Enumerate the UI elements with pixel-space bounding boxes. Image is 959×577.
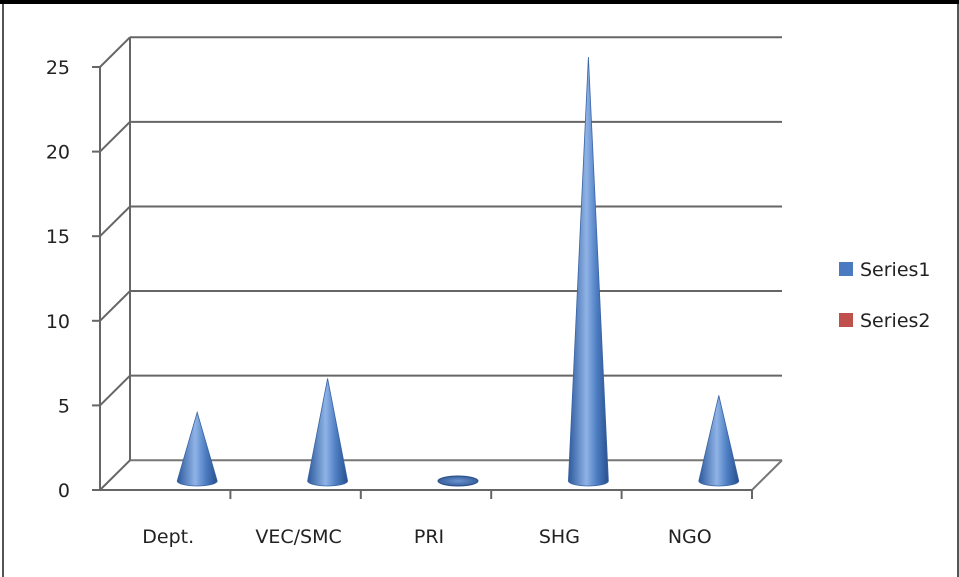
y-tick-label: 10 [46, 311, 70, 333]
x-tick-label: SHG [539, 526, 580, 548]
gridlines [99, 36, 783, 491]
y-tick-label: 15 [46, 226, 70, 248]
x-tick-label: NGO [668, 526, 712, 548]
legend: Series1 Series2 [839, 259, 931, 332]
gridline-depth [99, 121, 131, 153]
y-tick-label: 5 [58, 395, 70, 417]
legend-label: Series1 [860, 259, 931, 281]
cone-dept- [176, 410, 218, 487]
gridline-depth [99, 205, 131, 237]
x-tick-label: VEC/SMC [255, 526, 341, 548]
legend-swatch [839, 262, 853, 276]
gridline-depth [99, 374, 131, 407]
y-tick-label: 20 [46, 142, 70, 164]
legend-entry-1: Series1 [839, 259, 931, 281]
right-border [957, 4, 959, 577]
floor-right-edge [751, 459, 783, 491]
legend-swatch [839, 313, 853, 327]
y-tick-label: 0 [58, 480, 70, 502]
y-tick-labels: 0 5 10 15 20 25 [46, 57, 70, 502]
gridline-depth [99, 36, 131, 68]
y-tick-label: 25 [46, 57, 70, 79]
gridline-depth [99, 290, 131, 322]
x-tick-label: Dept. [142, 526, 194, 548]
cone-vec-smc [307, 378, 349, 487]
legend-label: Series2 [860, 310, 931, 332]
top-border [0, 0, 959, 4]
cone-pri [437, 475, 479, 487]
left-border [2, 4, 4, 577]
gridline-depth [99, 459, 131, 491]
x-tick-labels: Dept. VEC/SMC PRI SHG NGO [142, 526, 711, 548]
x-tick-label: PRI [414, 526, 444, 548]
legend-entry-2: Series2 [839, 310, 931, 332]
cone-ngo [698, 395, 740, 487]
axes [92, 37, 753, 499]
cone-shg [567, 56, 609, 487]
cone-marks [176, 56, 740, 487]
